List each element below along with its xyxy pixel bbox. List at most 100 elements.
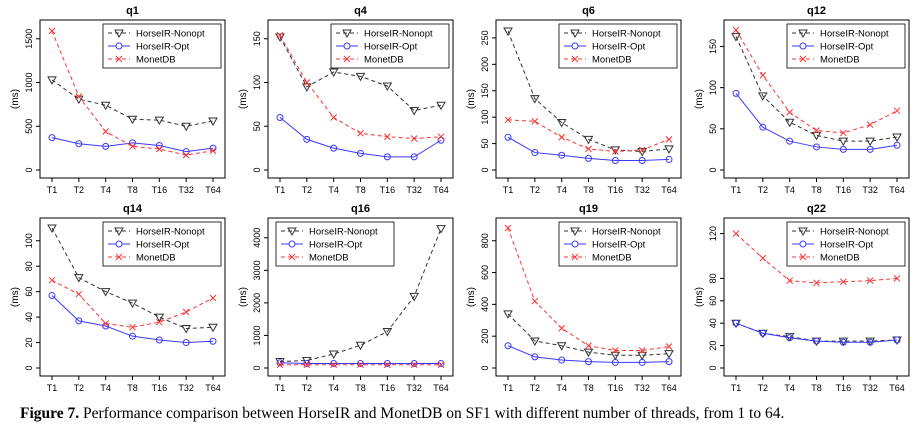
legend-label: HorseIR-Nonopt bbox=[820, 29, 889, 40]
x-tick-label: T8 bbox=[811, 185, 822, 195]
data-point bbox=[127, 299, 138, 309]
y-tick-label: 100 bbox=[708, 80, 718, 95]
data-point-stroke bbox=[437, 361, 445, 369]
legend-label: HorseIR-Opt bbox=[309, 240, 363, 251]
chart-title: q6 bbox=[582, 5, 595, 17]
x-tick-label: T4 bbox=[556, 383, 567, 393]
data-point-stroke bbox=[558, 133, 566, 141]
x-tick-label: T8 bbox=[811, 383, 822, 393]
data-point bbox=[102, 128, 110, 135]
y-tick-label: 0 bbox=[24, 365, 34, 370]
legend-marker bbox=[571, 55, 579, 63]
y-tick-label: 150 bbox=[480, 83, 490, 98]
data-point bbox=[410, 359, 418, 367]
legend-label: HorseIR-Nonopt bbox=[136, 227, 205, 238]
caption-text: Performance comparison between HorseIR a… bbox=[83, 405, 785, 422]
data-point bbox=[328, 68, 339, 78]
data-point bbox=[276, 114, 284, 121]
data-point bbox=[409, 292, 420, 302]
y-tick-label: 20 bbox=[708, 341, 718, 351]
data-point bbox=[383, 361, 391, 369]
y-tick-label: 120 bbox=[708, 226, 718, 241]
data-point-stroke bbox=[531, 118, 539, 125]
data-point bbox=[784, 118, 795, 128]
y-tick-label: 100 bbox=[252, 75, 262, 90]
legend-label: MonetDB bbox=[364, 55, 404, 66]
series-line-HorseIR-Opt bbox=[507, 345, 670, 363]
data-point bbox=[839, 278, 847, 286]
data-point-stroke bbox=[611, 148, 619, 155]
x-tick-label: T4 bbox=[784, 185, 795, 195]
x-tick-label: T4 bbox=[784, 383, 795, 393]
data-point-stroke bbox=[410, 135, 418, 142]
x-tick-label: T2 bbox=[302, 185, 313, 195]
legend-label: MonetDB bbox=[136, 55, 176, 66]
data-point bbox=[209, 147, 217, 155]
data-point bbox=[357, 149, 364, 157]
data-point bbox=[664, 350, 674, 359]
legend-marker bbox=[571, 253, 579, 261]
data-point-stroke bbox=[102, 320, 110, 327]
data-point bbox=[838, 137, 849, 147]
data-point-stroke bbox=[155, 145, 163, 153]
legend-marker bbox=[799, 240, 807, 248]
x-tick-label: T64 bbox=[205, 185, 221, 195]
legend-label: HorseIR-Nonopt bbox=[136, 29, 205, 40]
data-point-stroke bbox=[531, 297, 539, 305]
y-tick-label: 150 bbox=[708, 39, 718, 54]
x-tick-label: T64 bbox=[661, 383, 677, 393]
y-tick-label: 50 bbox=[480, 139, 490, 149]
legend-marker bbox=[115, 55, 123, 63]
legend-marker bbox=[288, 240, 296, 248]
data-point bbox=[355, 341, 366, 351]
legend: HorseIR-Nonopt HorseIR-Opt MonetDB bbox=[786, 23, 906, 69]
chart-title: q4 bbox=[354, 5, 368, 17]
data-point bbox=[611, 148, 619, 155]
data-point bbox=[436, 225, 446, 234]
data-point bbox=[504, 342, 512, 350]
y-tick-label: 800 bbox=[480, 233, 490, 248]
data-point-stroke bbox=[611, 347, 619, 354]
data-point bbox=[583, 135, 594, 145]
data-point bbox=[786, 108, 794, 116]
data-point bbox=[276, 31, 284, 39]
data-point bbox=[759, 254, 767, 262]
x-tick-label: T8 bbox=[355, 383, 366, 393]
y-tick-label: 250 bbox=[480, 30, 490, 45]
data-point bbox=[127, 115, 138, 125]
chart-title: q14 bbox=[123, 203, 143, 215]
data-point-stroke bbox=[665, 343, 673, 350]
data-point bbox=[504, 116, 512, 124]
data-point-stroke bbox=[357, 129, 364, 137]
series-line-HorseIR-Opt bbox=[735, 322, 898, 343]
data-point-stroke bbox=[786, 277, 794, 284]
data-point bbox=[893, 141, 901, 149]
data-point bbox=[182, 151, 190, 159]
data-point bbox=[611, 358, 619, 366]
data-point bbox=[73, 274, 84, 283]
x-tick-label: T4 bbox=[556, 185, 567, 195]
data-point bbox=[275, 357, 285, 367]
data-point bbox=[504, 224, 512, 232]
data-point bbox=[732, 230, 740, 237]
data-point-stroke bbox=[330, 114, 338, 121]
data-point bbox=[556, 118, 567, 128]
x-tick-label: T1 bbox=[503, 383, 514, 393]
chart-title: q1 bbox=[126, 5, 139, 17]
legend-marker bbox=[571, 240, 579, 248]
y-tick-label: 600 bbox=[480, 265, 490, 280]
y-tick-label: 20 bbox=[24, 338, 34, 348]
legend-label: HorseIR-Opt bbox=[820, 240, 874, 251]
y-axis-label: (ms) bbox=[10, 89, 21, 109]
data-point bbox=[732, 26, 740, 34]
data-point bbox=[129, 332, 136, 340]
y-tick-label: 0 bbox=[24, 167, 34, 172]
data-point bbox=[786, 277, 794, 284]
data-point bbox=[893, 107, 901, 115]
data-point bbox=[437, 361, 445, 369]
data-point bbox=[585, 358, 592, 366]
series-line-HorseIR-Nonopt bbox=[735, 36, 898, 142]
data-point-stroke bbox=[383, 361, 391, 369]
series-line-HorseIR-Nonopt bbox=[279, 36, 442, 112]
